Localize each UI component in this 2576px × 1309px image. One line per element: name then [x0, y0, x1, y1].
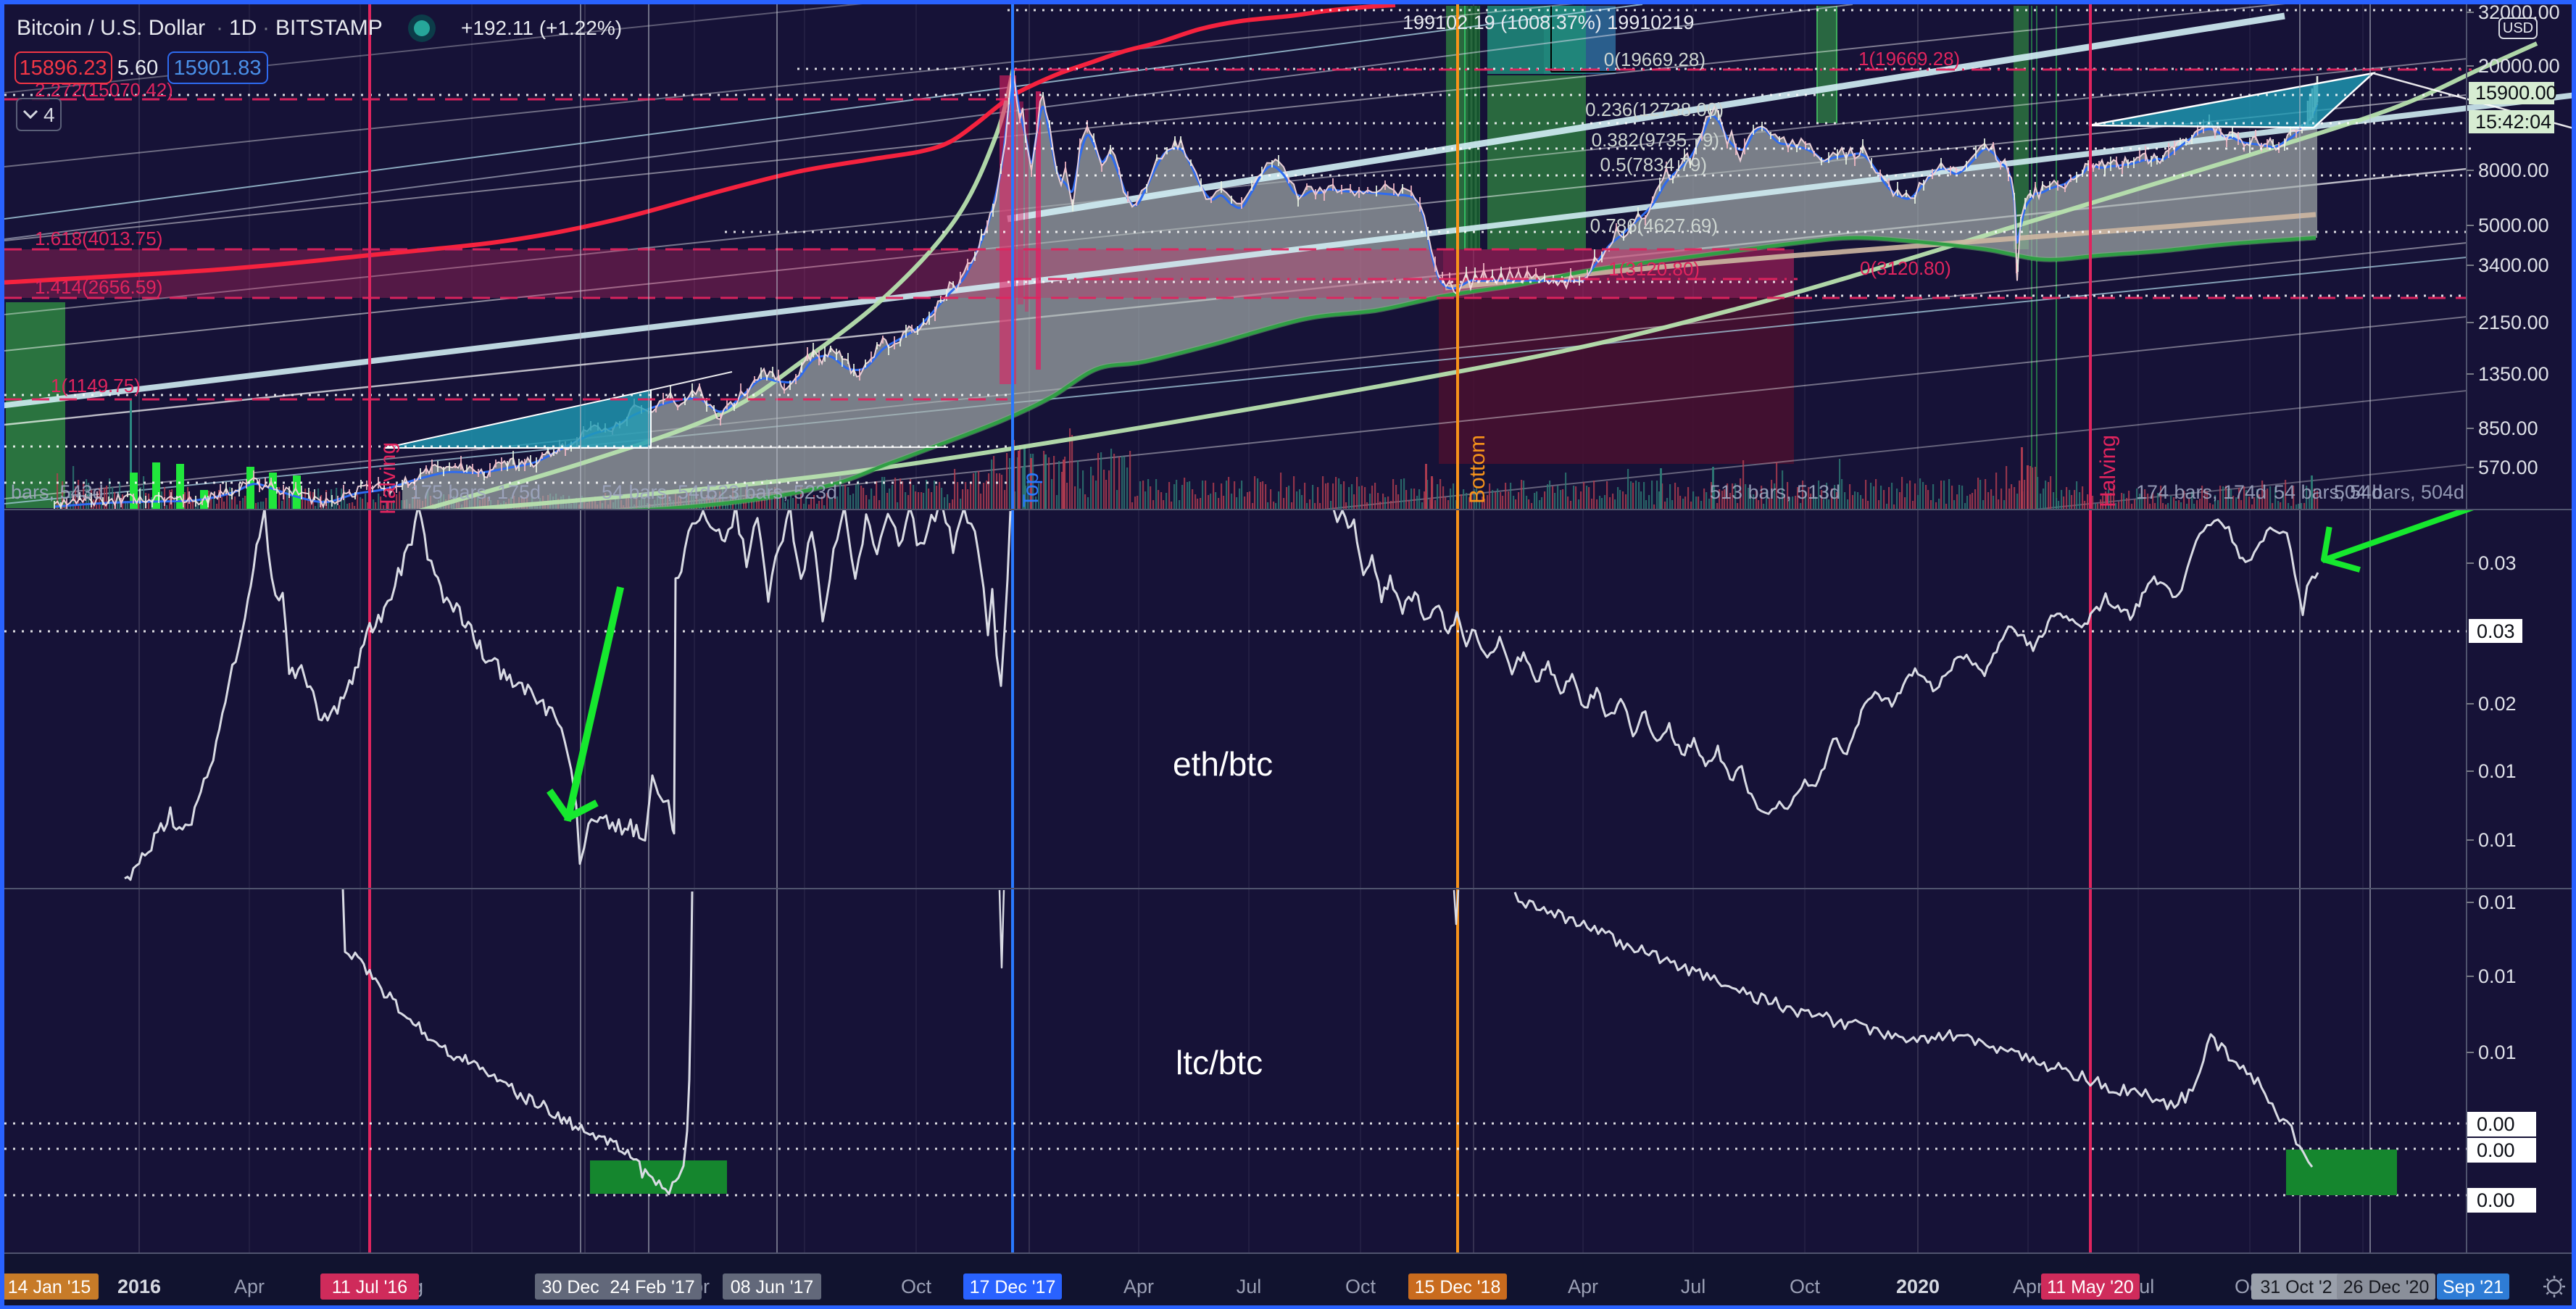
svg-text:·: ·	[216, 16, 223, 40]
svg-text:54 bars, 54d: 54 bars, 54d	[2274, 481, 2382, 503]
svg-text:0.00: 0.00	[2477, 1113, 2515, 1135]
svg-text:20000.00: 20000.00	[2478, 55, 2560, 77]
svg-text:bars, 543d: bars, 543d	[11, 481, 104, 503]
svg-text:0.02: 0.02	[2478, 693, 2517, 715]
svg-text:24 Feb '17: 24 Feb '17	[610, 1277, 694, 1297]
svg-text:0.03: 0.03	[2477, 620, 2515, 642]
svg-text:0.00: 0.00	[2477, 1189, 2515, 1211]
svg-text:0.01: 0.01	[2478, 892, 2517, 913]
svg-text:2016: 2016	[117, 1276, 161, 1297]
svg-text:1D: 1D	[229, 16, 257, 40]
svg-text:Sep '21: Sep '21	[2443, 1277, 2504, 1297]
svg-text:570.00: 570.00	[2478, 457, 2538, 478]
svg-text:0.00: 0.00	[2477, 1139, 2515, 1161]
svg-text:Halving: Halving	[2096, 435, 2120, 507]
svg-text:ltc/btc: ltc/btc	[1176, 1044, 1263, 1081]
svg-text:175 bars, 175d: 175 bars, 175d	[410, 481, 541, 503]
svg-text:0.03: 0.03	[2478, 552, 2517, 574]
svg-text:15 Dec '18: 15 Dec '18	[1415, 1277, 1501, 1297]
svg-text:1.414(2656.59): 1.414(2656.59)	[35, 276, 162, 298]
svg-text:eth/btc: eth/btc	[1173, 745, 1273, 783]
svg-text:26 Dec '20: 26 Dec '20	[2343, 1277, 2430, 1297]
svg-text:·: ·	[262, 16, 270, 40]
svg-text:0.236(12738.00): 0.236(12738.00)	[1585, 99, 1724, 120]
svg-text:32000.00: 32000.00	[2478, 1, 2560, 23]
svg-text:5000.00: 5000.00	[2478, 215, 2549, 236]
svg-text:Apr: Apr	[2013, 1276, 2043, 1297]
svg-text:Bottom: Bottom	[1466, 435, 1489, 504]
svg-text:0.382(9735.79): 0.382(9735.79)	[1592, 129, 1719, 151]
svg-text:Jul: Jul	[1237, 1276, 1262, 1297]
svg-text:5.60: 5.60	[117, 57, 158, 80]
svg-text:Jul: Jul	[1681, 1276, 1706, 1297]
svg-text:2020: 2020	[1896, 1276, 1940, 1297]
svg-text:0.786(4627.69): 0.786(4627.69)	[1590, 215, 1718, 236]
svg-text:15:42:04: 15:42:04	[2475, 111, 2551, 133]
svg-text:17 Dec '17: 17 Dec '17	[970, 1277, 1056, 1297]
svg-text:Oct: Oct	[1790, 1276, 1821, 1297]
svg-text:504 bars, 504d: 504 bars, 504d	[2334, 481, 2464, 503]
svg-text:0.01: 0.01	[2478, 1042, 2517, 1063]
svg-text:11 May '20: 11 May '20	[2047, 1277, 2134, 1297]
svg-text:USD: USD	[2503, 20, 2533, 36]
svg-text:2150.00: 2150.00	[2478, 312, 2549, 333]
svg-text:Bitcoin / U.S. Dollar: Bitcoin / U.S. Dollar	[17, 16, 205, 40]
svg-text:174 bars, 174d: 174 bars, 174d	[2136, 481, 2267, 503]
svg-text:Oct: Oct	[901, 1276, 932, 1297]
svg-text:15901.83: 15901.83	[174, 57, 262, 80]
svg-text:0(3120.80): 0(3120.80)	[1860, 257, 1951, 279]
svg-text:31 Oct '2: 31 Oct '2	[2260, 1277, 2332, 1297]
svg-text:523 bars, 523d: 523 bars, 523d	[707, 481, 837, 503]
svg-text:54 bars, 54d: 54 bars, 54d	[602, 481, 710, 503]
svg-text:15896.23: 15896.23	[20, 57, 107, 80]
svg-text:Apr: Apr	[1568, 1276, 1598, 1297]
svg-text:1(1149.75): 1(1149.75)	[51, 375, 141, 396]
svg-text:4: 4	[43, 104, 55, 126]
svg-text:0.5(7834.79): 0.5(7834.79)	[1600, 154, 1707, 175]
svg-text:513 bars, 513d: 513 bars, 513d	[1710, 481, 1840, 503]
svg-text:1.618(4013.75): 1.618(4013.75)	[35, 228, 162, 249]
svg-text:14 Jan '15: 14 Jan '15	[8, 1277, 91, 1297]
svg-text:Halving: Halving	[376, 442, 400, 515]
svg-text:Apr: Apr	[234, 1276, 265, 1297]
svg-text:199102.19 (1008.37%) 19910219: 199102.19 (1008.37%) 19910219	[1403, 12, 1694, 33]
svg-text:Oct: Oct	[1345, 1276, 1376, 1297]
svg-text:8000.00: 8000.00	[2478, 159, 2549, 181]
svg-text:0.01: 0.01	[2478, 760, 2517, 782]
svg-text:Top: Top	[1019, 473, 1043, 507]
svg-text:850.00: 850.00	[2478, 417, 2538, 439]
svg-text:08 Jun '17: 08 Jun '17	[731, 1277, 814, 1297]
svg-text:1350.00: 1350.00	[2478, 363, 2549, 385]
svg-text:0.01: 0.01	[2478, 829, 2517, 851]
svg-text:0.01: 0.01	[2478, 965, 2517, 987]
svg-text:15900.00: 15900.00	[2475, 82, 2557, 104]
svg-text:11 Jul '16: 11 Jul '16	[332, 1277, 407, 1297]
svg-text:0(19669.28): 0(19669.28)	[1604, 49, 1705, 70]
svg-text:1(3120.80): 1(3120.80)	[1608, 258, 1700, 280]
svg-text:1(19669.28): 1(19669.28)	[1858, 48, 1960, 70]
svg-text:Apr: Apr	[1123, 1276, 1154, 1297]
svg-text:+192.11 (+1.22%): +192.11 (+1.22%)	[461, 17, 622, 39]
svg-text:3400.00: 3400.00	[2478, 254, 2549, 276]
svg-text:BITSTAMP: BITSTAMP	[275, 16, 383, 40]
